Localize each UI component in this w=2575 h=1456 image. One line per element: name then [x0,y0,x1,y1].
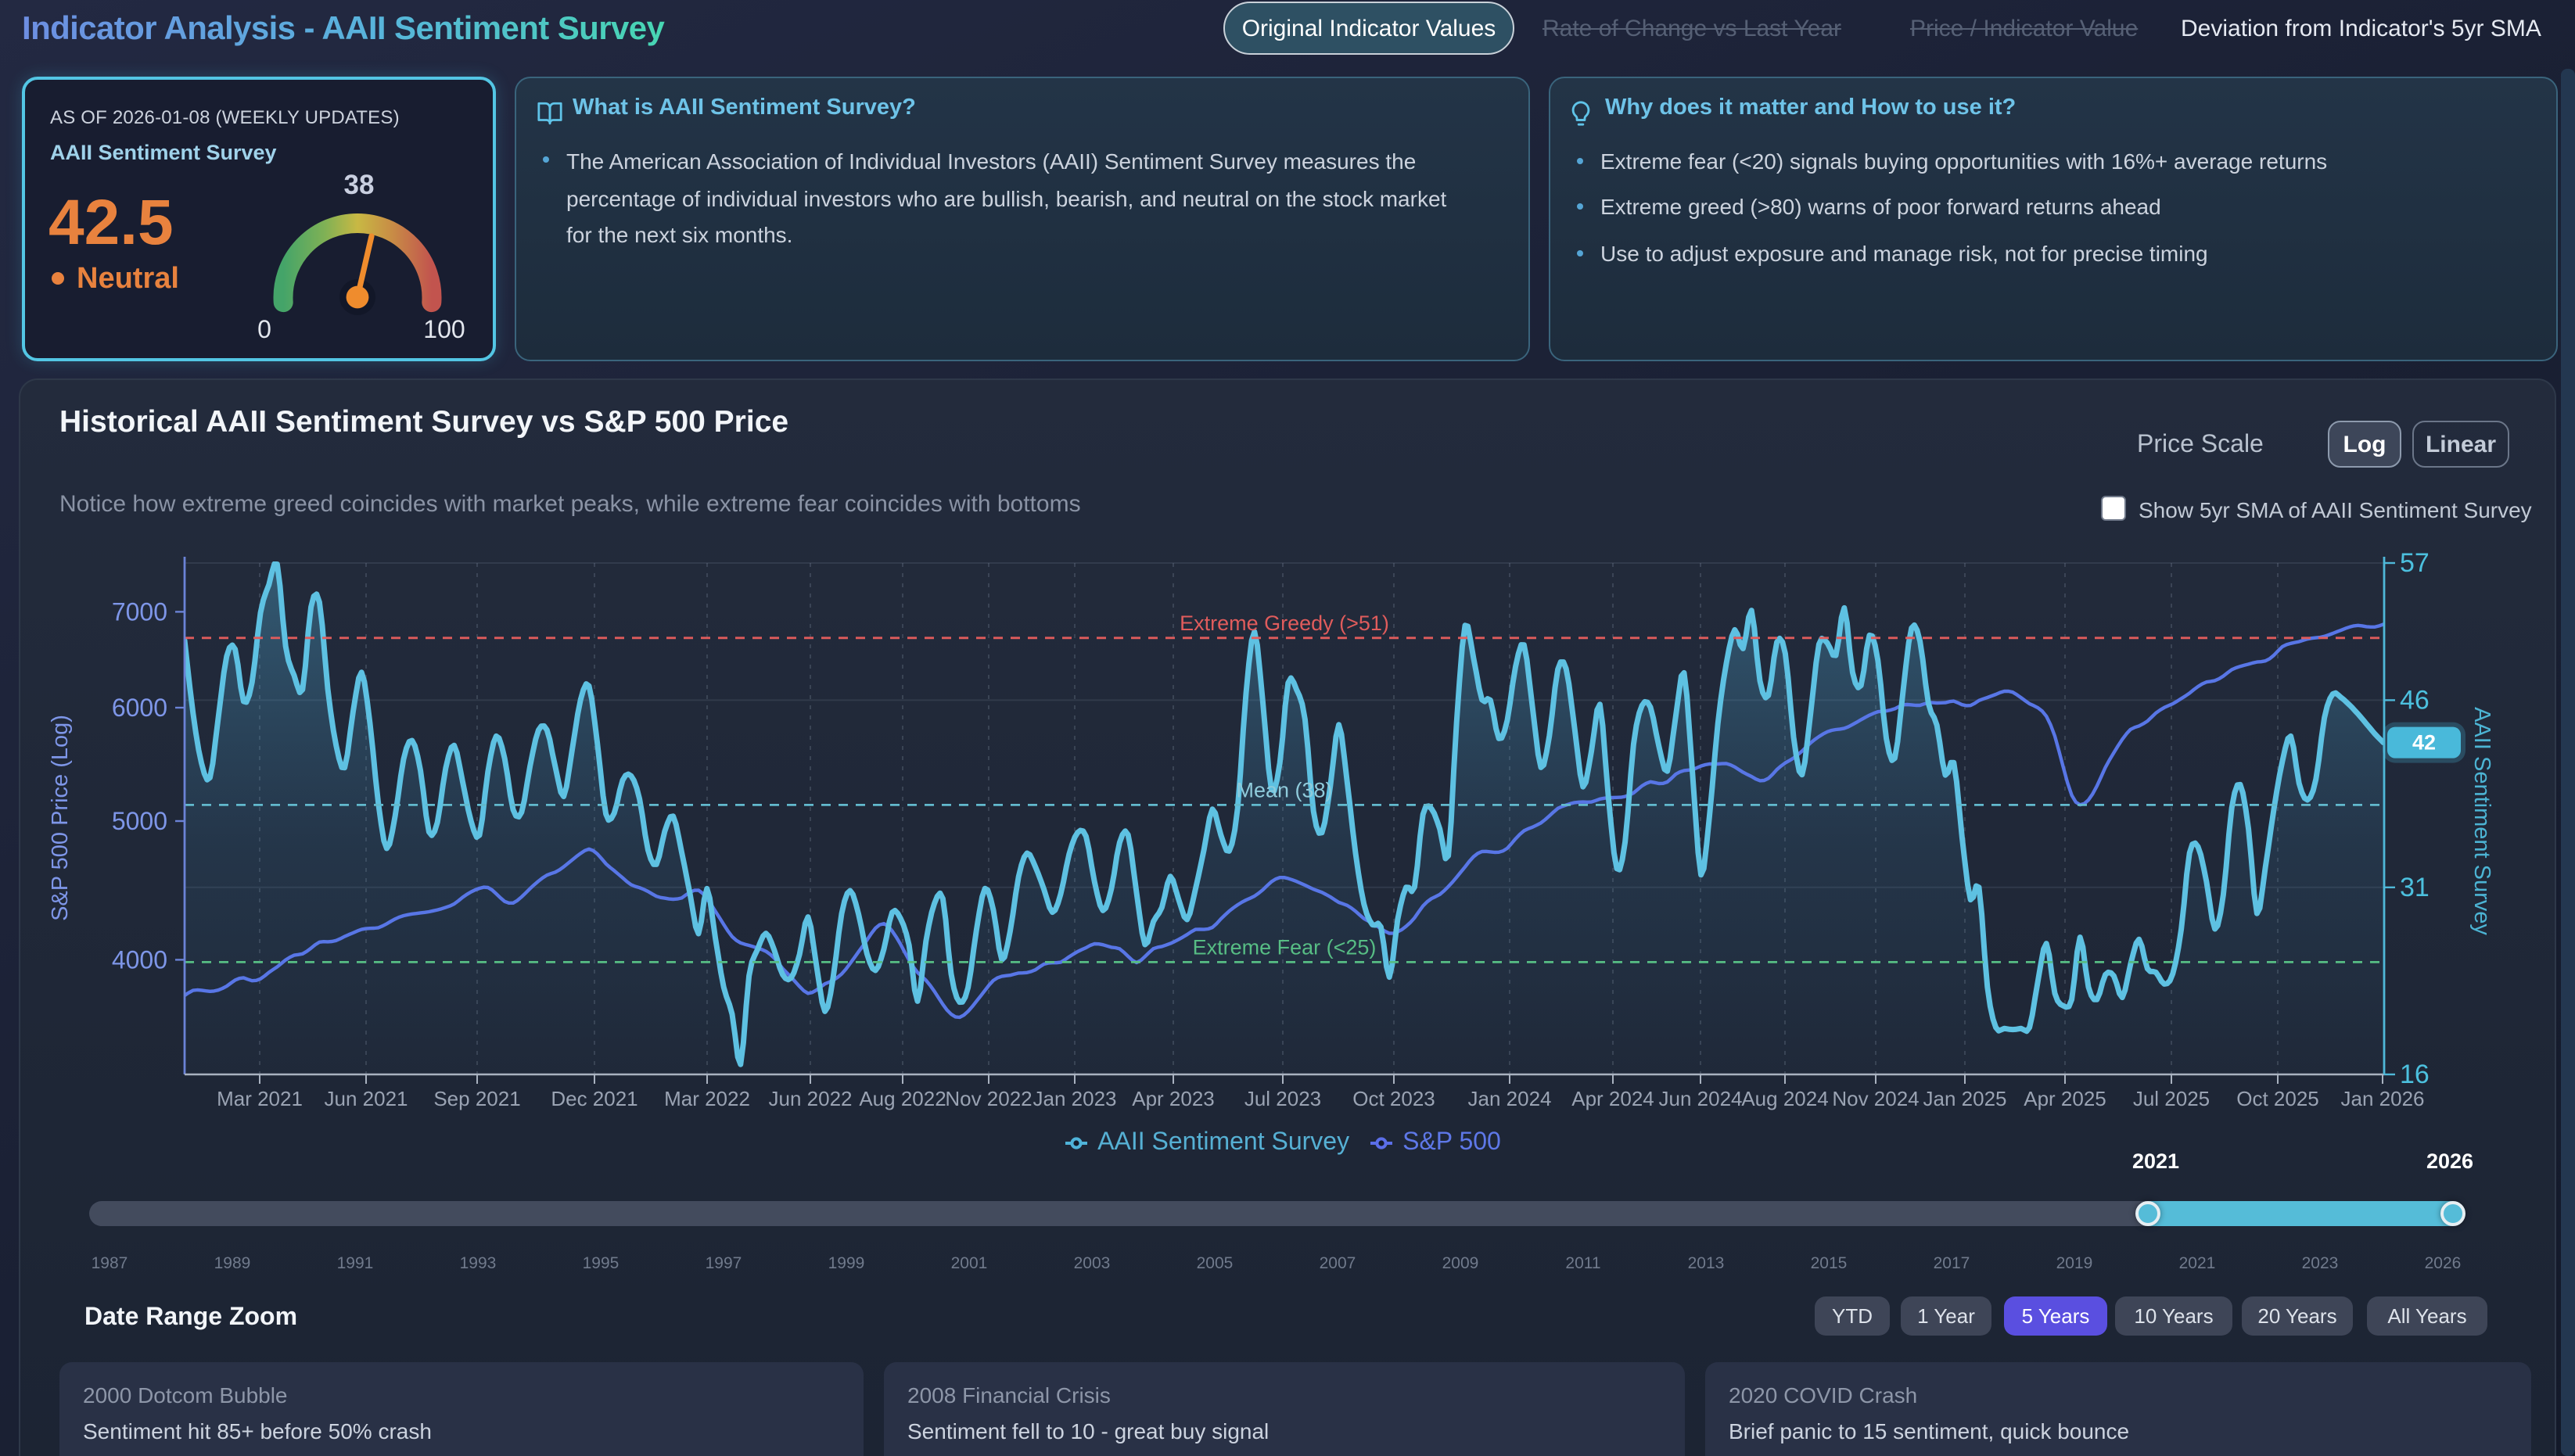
svg-text:38: 38 [344,170,375,200]
svg-text:Nov 2022: Nov 2022 [945,1087,1032,1110]
svg-text:Jul 2023: Jul 2023 [1244,1087,1321,1110]
svg-text:Mean (38): Mean (38) [1236,778,1332,802]
svg-text:Apr 2024: Apr 2024 [1571,1087,1654,1110]
svg-text:Apr 2025: Apr 2025 [2024,1087,2106,1110]
svg-text:Jan 2025: Jan 2025 [1923,1087,2007,1110]
svg-text:Jan 2023: Jan 2023 [1033,1087,1117,1110]
svg-text:Aug 2022: Aug 2022 [859,1087,946,1110]
svg-text:Jan 2024: Jan 2024 [1468,1087,1552,1110]
svg-text:6000: 6000 [112,694,167,722]
svg-text:100: 100 [423,315,465,343]
svg-text:Sep 2021: Sep 2021 [433,1087,520,1110]
svg-text:Nov 2024: Nov 2024 [1832,1087,1919,1110]
svg-text:Jun 2022: Jun 2022 [769,1087,853,1110]
svg-text:Mar 2021: Mar 2021 [217,1087,303,1110]
svg-text:31: 31 [2400,873,2430,902]
svg-text:5000: 5000 [112,807,167,835]
svg-text:0: 0 [257,315,271,343]
svg-text:Mar 2022: Mar 2022 [664,1087,750,1110]
svg-text:Oct 2023: Oct 2023 [1352,1087,1435,1110]
svg-text:46: 46 [2400,685,2430,715]
svg-text:42: 42 [2412,731,2436,755]
svg-text:Extreme Greedy (>51): Extreme Greedy (>51) [1180,611,1389,635]
svg-text:AAII Sentiment Survey: AAII Sentiment Survey [2469,707,2494,935]
svg-text:57: 57 [2400,548,2430,578]
svg-text:S&P 500 Price (Log): S&P 500 Price (Log) [48,715,73,921]
svg-text:Jun 2024: Jun 2024 [1659,1087,1743,1110]
svg-text:Jan 2026: Jan 2026 [2341,1087,2425,1110]
svg-text:4000: 4000 [112,945,167,974]
svg-text:Jun 2021: Jun 2021 [325,1087,408,1110]
svg-text:Oct 2025: Oct 2025 [2236,1087,2319,1110]
svg-text:Jul 2025: Jul 2025 [2133,1087,2210,1110]
svg-text:Aug 2024: Aug 2024 [1741,1087,1828,1110]
svg-text:7000: 7000 [112,597,167,626]
svg-text:Apr 2023: Apr 2023 [1132,1087,1215,1110]
svg-text:16: 16 [2400,1060,2430,1089]
svg-text:Dec 2021: Dec 2021 [551,1087,637,1110]
svg-text:Extreme Fear (<25): Extreme Fear (<25) [1193,935,1377,959]
